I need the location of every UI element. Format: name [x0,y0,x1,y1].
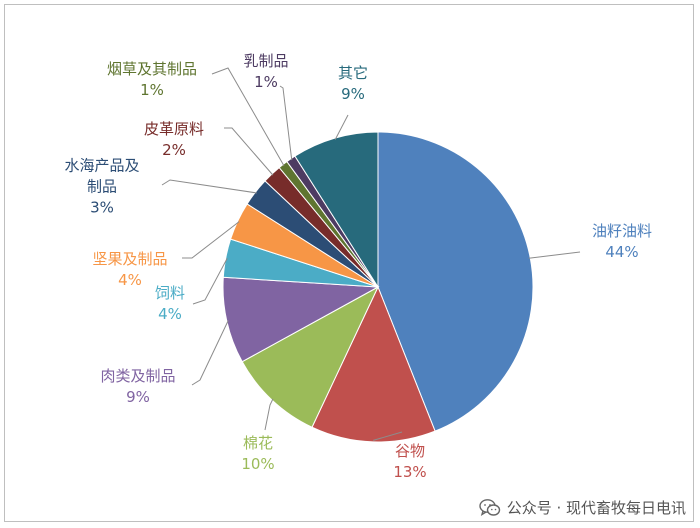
slice-value-label: 44% [605,243,638,261]
leader-line [528,251,581,259]
slice-value-label: 13% [393,463,426,481]
slice-label: 制品 [87,178,117,196]
wechat-icon [478,498,500,516]
slice-label: 谷物 [395,442,425,460]
slice-value-label: 3% [90,199,114,217]
slice-label: 皮革原料 [144,120,204,138]
slice-label: 坚果及制品 [92,250,167,268]
slice-value-label: 4% [118,271,142,289]
leader-line [279,85,293,161]
slice-label: 烟草及其制品 [107,60,197,78]
leader-line [373,431,403,441]
leader-line [211,67,285,166]
slice-label: 其它 [338,64,368,82]
pie-slice [311,285,436,443]
slice-value-label: 2% [162,141,186,159]
watermark-text: 公众号 · 现代畜牧每日电讯 [506,499,686,517]
leader-line [192,258,228,305]
slice-label: 肉类及制品 [100,367,175,385]
slice-value-label: 4% [158,305,182,323]
slice-label: 饲料 [155,284,185,302]
leader-line [191,320,229,386]
leader-line [182,221,240,259]
watermark: 公众号 · 现代畜牧每日电讯 [478,497,686,518]
chart-frame [4,4,694,522]
pie-slice [294,131,379,289]
slice-label: 油籽油料 [592,222,652,240]
slice-value-label: 9% [341,85,365,103]
slice-label: 水海产品及 [64,157,139,175]
leader-line [161,179,257,194]
slice-value-label: 1% [140,81,164,99]
slice-value-label: 10% [241,455,274,473]
leader-line [334,114,349,140]
pie-slice [222,276,380,363]
slice-value-label: 1% [254,73,278,91]
slice-value-label: 9% [126,388,150,406]
slice-label: 乳制品 [243,52,288,70]
leader-line [264,398,274,431]
slice-label: 棉花 [243,434,273,452]
leader-line [224,127,274,176]
